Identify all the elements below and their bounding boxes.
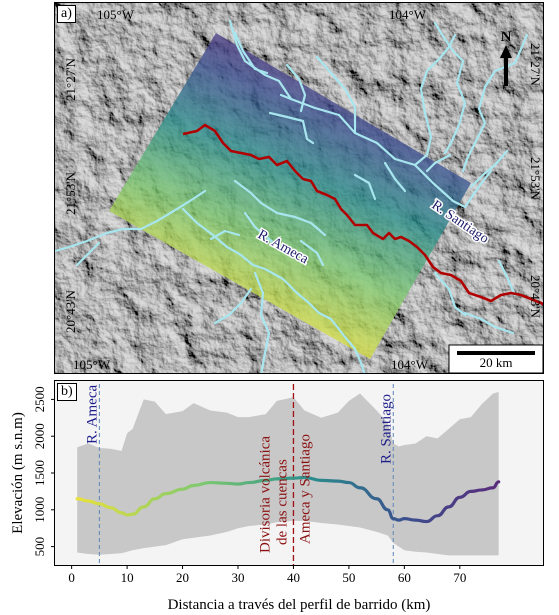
panel-label-a: a) [57, 5, 76, 23]
lat-label-right-1: 21°27'N [528, 43, 543, 86]
lat-label-left-2: 21°53'N [63, 172, 78, 215]
scale-label: 20 km [480, 355, 513, 370]
y-tick-label: 1500 [32, 460, 47, 486]
y-tick-label: 500 [32, 537, 47, 557]
volcanic-divide-line [182, 123, 543, 306]
x-axis-label: Distancia a través del perfil de barrido… [168, 597, 431, 613]
swath-profile-overlay [109, 33, 471, 359]
x-tick-label: 10 [121, 570, 134, 585]
x-tick-label: 50 [342, 570, 355, 585]
hillshade-map: R. Santiago R. Ameca N 20 km [55, 3, 543, 373]
lon-label-top-105: 105°W [97, 7, 134, 22]
scale-bar: 20 km [448, 344, 543, 373]
lon-label-bottom-104: 104°W [391, 357, 428, 372]
lat-label-right-2: 21°53'N [528, 157, 543, 200]
profile-panel: b) [54, 380, 544, 566]
y-tick-label: 2000 [32, 423, 47, 449]
river-network [55, 19, 529, 373]
x-tick-label: 0 [68, 570, 75, 585]
lon-label-bottom-105: 105°W [73, 357, 110, 372]
panel-label-b: b) [57, 383, 77, 401]
y-tick-label: 2500 [32, 386, 47, 412]
north-arrow: N [500, 29, 512, 86]
x-tick-label: 60 [398, 570, 411, 585]
map-panel: R. Santiago R. Ameca N 20 km a) 105°W 10… [54, 2, 544, 374]
y-axis-label: Elevación (m s.n.m) [10, 412, 26, 534]
lon-label-top-104: 104°W [389, 7, 426, 22]
x-tick-label: 70 [453, 570, 466, 585]
lat-label-right-3: 20°43'N [528, 275, 543, 318]
x-tick-label: 40 [287, 570, 300, 585]
lat-label-left-1: 21°27'N [63, 58, 78, 101]
north-label: N [501, 29, 512, 45]
lat-label-left-3: 20°43'N [63, 290, 78, 333]
y-tick-label: 1000 [32, 497, 47, 523]
x-tick-label: 30 [232, 570, 245, 585]
x-tick-label: 20 [176, 570, 189, 585]
